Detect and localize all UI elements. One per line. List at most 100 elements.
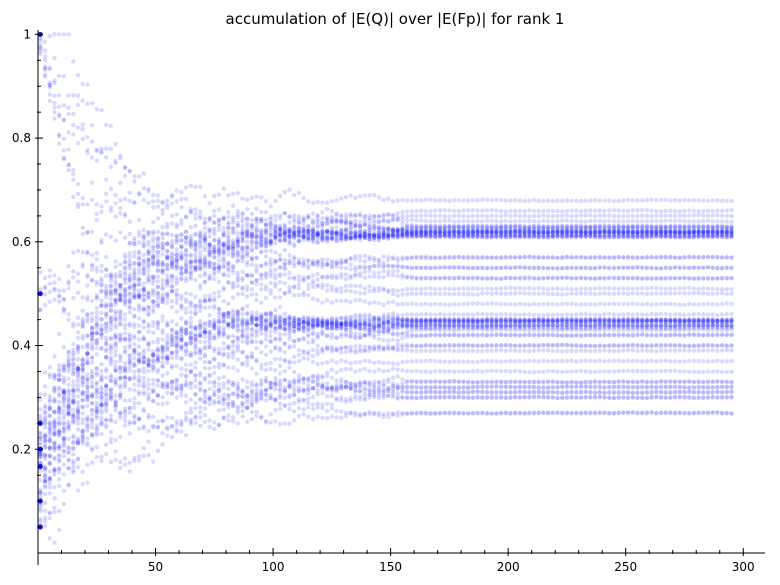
data-point — [691, 213, 697, 218]
data-point — [696, 389, 701, 394]
data-point — [108, 396, 114, 402]
data-point — [701, 395, 706, 400]
data-point — [564, 384, 570, 390]
data-point — [611, 358, 617, 363]
data-point — [705, 286, 711, 291]
data-point — [183, 299, 189, 305]
data-point — [268, 384, 273, 389]
data-point — [517, 213, 523, 219]
data-point — [165, 198, 170, 203]
data-point — [310, 385, 316, 391]
data-point — [508, 379, 513, 384]
data-point — [216, 376, 222, 381]
data-point — [677, 312, 682, 317]
data-point — [442, 214, 447, 219]
data-point — [419, 359, 424, 364]
data-point — [146, 377, 151, 383]
data-point — [353, 382, 358, 387]
data-point — [212, 370, 217, 376]
data-point — [240, 390, 245, 395]
data-point — [42, 384, 48, 389]
data-point — [99, 283, 104, 288]
data-point — [202, 305, 208, 310]
data-point — [282, 327, 287, 332]
data-point — [329, 402, 335, 407]
data-point — [414, 324, 419, 330]
data-point — [644, 384, 650, 390]
data-point — [108, 336, 114, 342]
data-point — [216, 217, 222, 223]
data-point — [541, 358, 546, 363]
data-point — [390, 375, 396, 381]
data-point — [353, 393, 358, 399]
data-point — [47, 92, 52, 97]
data-point — [94, 432, 100, 438]
data-point — [273, 375, 278, 381]
data-point — [691, 208, 697, 213]
data-point — [423, 358, 429, 364]
data-point — [193, 400, 198, 406]
data-point — [456, 213, 461, 219]
data-point — [226, 230, 231, 235]
data-point — [687, 213, 692, 218]
data-point — [447, 214, 452, 219]
data-point — [513, 208, 518, 214]
data-point — [66, 130, 71, 135]
data-point — [245, 363, 250, 368]
data-point — [113, 419, 118, 425]
data-point — [42, 474, 48, 479]
data-point — [188, 369, 193, 374]
data-point — [174, 329, 179, 334]
data-point — [433, 389, 438, 395]
data-point — [644, 390, 650, 395]
data-point — [390, 381, 396, 386]
data-point — [353, 388, 358, 393]
data-point — [433, 384, 438, 390]
data-point — [489, 379, 494, 384]
data-point — [376, 324, 382, 329]
data-point — [357, 381, 363, 386]
data-point — [480, 389, 485, 395]
data-point — [94, 279, 100, 284]
data-point — [442, 324, 447, 330]
data-point — [447, 359, 452, 365]
data-point — [343, 359, 349, 364]
data-point — [94, 346, 100, 351]
data-point — [179, 316, 184, 321]
data-point — [52, 32, 57, 37]
data-point — [555, 208, 560, 214]
data-point — [489, 312, 494, 317]
data-point — [277, 386, 283, 392]
data-point — [198, 386, 203, 391]
data-point — [630, 395, 635, 400]
data-point — [687, 389, 692, 394]
data-point — [315, 388, 320, 393]
data-point — [57, 527, 62, 532]
data-point — [466, 395, 471, 400]
data-point — [221, 331, 226, 337]
data-point — [433, 359, 438, 364]
data-point — [503, 384, 508, 389]
data-point — [635, 358, 640, 364]
data-point — [169, 213, 175, 219]
data-point — [339, 285, 344, 291]
data-point — [212, 220, 217, 225]
data-point — [38, 270, 43, 275]
data-point — [611, 286, 617, 291]
data-point — [146, 296, 151, 301]
data-point — [687, 389, 692, 394]
data-point — [611, 312, 617, 317]
data-point — [447, 389, 452, 394]
data-point — [282, 388, 287, 393]
data-point — [724, 389, 729, 395]
data-point — [259, 383, 264, 388]
data-point — [315, 331, 320, 336]
data-point — [541, 286, 546, 291]
data-point — [508, 285, 513, 290]
data-point — [259, 397, 264, 402]
data-point — [202, 365, 208, 371]
data-point — [207, 418, 212, 423]
data-point — [663, 395, 668, 400]
data-point — [212, 420, 217, 425]
data-point — [372, 379, 377, 384]
